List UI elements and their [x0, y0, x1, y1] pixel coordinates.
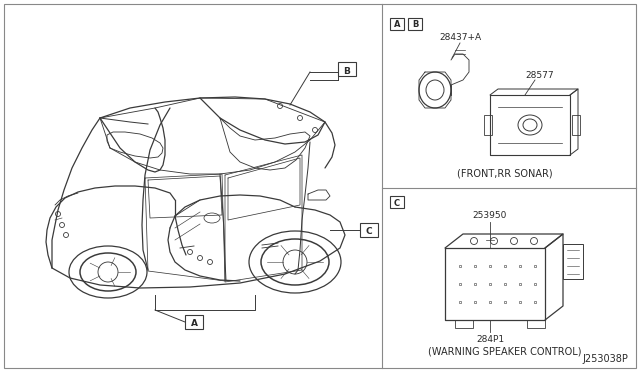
FancyBboxPatch shape: [408, 18, 422, 30]
Bar: [527, 320, 545, 328]
FancyBboxPatch shape: [185, 315, 203, 329]
Bar: [572, 115, 580, 135]
Text: B: B: [344, 67, 351, 76]
Text: 28437+A: 28437+A: [439, 33, 481, 42]
Text: (WARNING SPEAKER CONTROL): (WARNING SPEAKER CONTROL): [428, 347, 582, 357]
Text: C: C: [394, 199, 400, 208]
Text: A: A: [191, 320, 198, 328]
Bar: [455, 320, 473, 328]
FancyBboxPatch shape: [390, 196, 404, 208]
Text: 28577: 28577: [525, 71, 554, 80]
Bar: [563, 244, 583, 279]
Text: B: B: [412, 20, 418, 29]
Text: A: A: [394, 20, 400, 29]
FancyBboxPatch shape: [390, 18, 404, 30]
FancyBboxPatch shape: [360, 223, 378, 237]
Text: (FRONT,RR SONAR): (FRONT,RR SONAR): [457, 169, 553, 179]
Text: C: C: [365, 228, 372, 237]
Text: 253950: 253950: [473, 212, 507, 221]
Bar: [484, 115, 492, 135]
Text: J253038P: J253038P: [582, 354, 628, 364]
Text: 284P1: 284P1: [476, 336, 504, 344]
FancyBboxPatch shape: [338, 62, 356, 76]
